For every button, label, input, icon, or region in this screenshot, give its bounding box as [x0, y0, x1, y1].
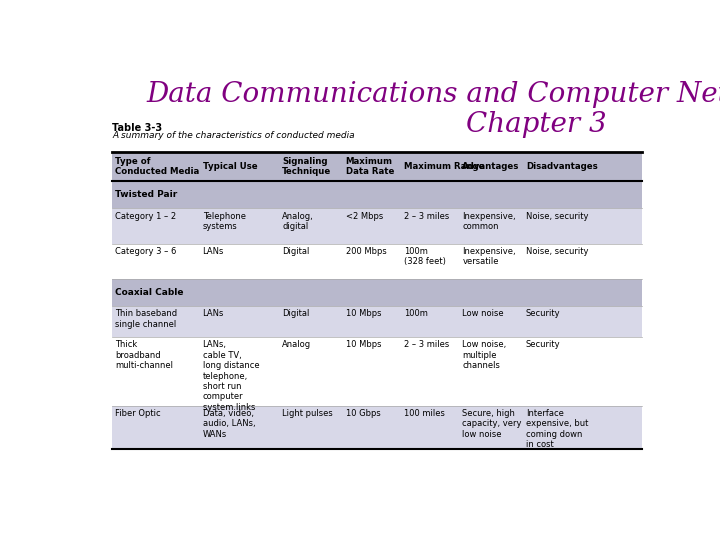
- Text: LANs: LANs: [202, 247, 224, 256]
- Bar: [112, 208, 642, 244]
- Text: Twisted Pair: Twisted Pair: [115, 190, 177, 199]
- Text: LANs,
cable TV,
long distance
telephone,
short run
computer
system links: LANs, cable TV, long distance telephone,…: [202, 341, 259, 412]
- Text: Noise, security: Noise, security: [526, 212, 588, 220]
- Text: Light pulses: Light pulses: [282, 409, 333, 418]
- Text: Typical Use: Typical Use: [202, 162, 257, 171]
- Bar: [112, 406, 642, 449]
- Text: Signaling
Technique: Signaling Technique: [282, 157, 331, 177]
- Text: Inexpensive,
versatile: Inexpensive, versatile: [462, 247, 516, 266]
- Text: Fiber Optic: Fiber Optic: [115, 409, 161, 418]
- Bar: [112, 152, 642, 181]
- Text: Secure, high
capacity, very
low noise: Secure, high capacity, very low noise: [462, 409, 522, 439]
- Text: Analog: Analog: [282, 341, 311, 349]
- Text: Category 1 – 2: Category 1 – 2: [115, 212, 176, 220]
- Text: <2 Mbps: <2 Mbps: [346, 212, 383, 220]
- Text: Thick
broadband
multi-channel: Thick broadband multi-channel: [115, 341, 173, 370]
- Text: Table 3-3: Table 3-3: [112, 124, 163, 133]
- Text: Low noise,
multiple
channels: Low noise, multiple channels: [462, 341, 507, 370]
- Text: Data Communications and Computer Networks: Data Communications and Computer Network…: [147, 82, 720, 109]
- Text: 2 – 3 miles: 2 – 3 miles: [404, 212, 449, 220]
- Text: 2 – 3 miles: 2 – 3 miles: [404, 341, 449, 349]
- Text: Maximum
Data Rate: Maximum Data Rate: [346, 157, 394, 177]
- Text: LANs: LANs: [202, 309, 224, 318]
- Text: Noise, security: Noise, security: [526, 247, 588, 256]
- Bar: [112, 181, 642, 208]
- Text: Advantages: Advantages: [462, 162, 520, 171]
- Text: Digital: Digital: [282, 309, 310, 318]
- Text: 100 miles: 100 miles: [404, 409, 445, 418]
- Text: Telephone
systems: Telephone systems: [202, 212, 246, 231]
- Text: 10 Mbps: 10 Mbps: [346, 309, 381, 318]
- Text: Thin baseband
single channel: Thin baseband single channel: [115, 309, 177, 329]
- Text: Analog,
digital: Analog, digital: [282, 212, 314, 231]
- Bar: [112, 306, 642, 337]
- Text: Interface
expensive, but
coming down
in cost: Interface expensive, but coming down in …: [526, 409, 588, 449]
- Text: Data, video,
audio, LANs,
WANs: Data, video, audio, LANs, WANs: [202, 409, 255, 439]
- Text: Digital: Digital: [282, 247, 310, 256]
- Text: 100m
(328 feet): 100m (328 feet): [404, 247, 446, 266]
- Text: Security: Security: [526, 309, 561, 318]
- Text: 10 Mbps: 10 Mbps: [346, 341, 381, 349]
- Text: A summary of the characteristics of conducted media: A summary of the characteristics of cond…: [112, 131, 355, 140]
- Text: Inexpensive,
common: Inexpensive, common: [462, 212, 516, 231]
- Text: 200 Mbps: 200 Mbps: [346, 247, 387, 256]
- Text: 10 Gbps: 10 Gbps: [346, 409, 380, 418]
- Bar: [112, 244, 642, 279]
- Bar: [112, 337, 642, 406]
- Bar: [112, 279, 642, 306]
- Text: Maximum Range: Maximum Range: [404, 162, 485, 171]
- Text: Disadvantages: Disadvantages: [526, 162, 598, 171]
- Text: Type of
Conducted Media: Type of Conducted Media: [115, 157, 199, 177]
- Text: Low noise: Low noise: [462, 309, 504, 318]
- Text: Coaxial Cable: Coaxial Cable: [115, 288, 184, 297]
- Text: Security: Security: [526, 341, 561, 349]
- Text: 100m: 100m: [404, 309, 428, 318]
- Text: Category 3 – 6: Category 3 – 6: [115, 247, 176, 256]
- Text: Chapter 3: Chapter 3: [466, 111, 607, 138]
